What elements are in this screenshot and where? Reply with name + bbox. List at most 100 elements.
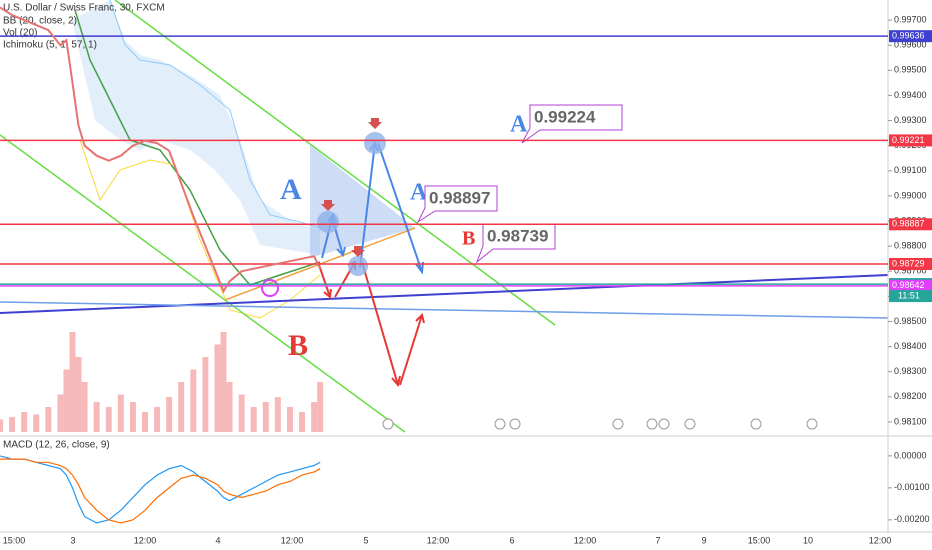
- level-tag: [889, 30, 932, 43]
- x-tick-label: 12:00: [574, 535, 597, 545]
- letter: A: [280, 173, 302, 206]
- volume-bar: [274, 397, 281, 432]
- volume-bar: [63, 369, 70, 432]
- indicator-label: BB (20, close, 2): [3, 16, 77, 27]
- volume-bar: [202, 357, 209, 432]
- volume-bar: [238, 394, 245, 432]
- volume-bar: [154, 407, 161, 432]
- x-tick-label: 9: [701, 535, 706, 545]
- bb-basis: [74, 9, 321, 286]
- volume-bar: [105, 407, 112, 432]
- y-tick-label: 0.99500: [894, 65, 927, 75]
- y-tick-label: 0.99000: [894, 190, 927, 200]
- x-tick-label: 5: [363, 535, 368, 545]
- y-tick-label: 0.99100: [894, 165, 927, 175]
- x-tick-label: 15:00: [3, 535, 26, 545]
- macd-title: MACD (12, 26, close, 9): [3, 440, 110, 451]
- event-icons: [382, 418, 818, 430]
- x-tick-label: 3: [70, 535, 75, 545]
- volume-bar: [21, 412, 28, 432]
- y-tick-label: 0.98300: [894, 366, 927, 376]
- volume-bar: [69, 332, 76, 432]
- volume-bar: [57, 394, 64, 432]
- level-tag: [889, 134, 932, 147]
- x-tick-label: 6: [509, 535, 514, 545]
- x-tick-label: 7: [655, 535, 660, 545]
- volume-bar: [190, 369, 197, 432]
- y-tick-label: 0.98200: [894, 391, 927, 401]
- channel-line: [114, 0, 556, 326]
- y-tick-label: 0.99700: [894, 14, 927, 24]
- volume-bar: [33, 414, 40, 432]
- y-tick-label: 0.98100: [894, 416, 927, 426]
- y-tick-label: 0.98800: [894, 241, 927, 251]
- y-tick-label: 0.98700: [894, 266, 927, 276]
- volume-bar: [220, 332, 227, 432]
- y-tick-label: 0.99600: [894, 40, 927, 50]
- x-tick-label: 10: [803, 535, 813, 545]
- y-tick-label: 0.00000: [894, 450, 927, 460]
- volume-bar: [93, 402, 100, 432]
- volume-bar: [311, 402, 318, 432]
- x-tick-label: 12:00: [134, 535, 157, 545]
- letter: B: [288, 329, 308, 362]
- trend-line: [0, 274, 889, 314]
- macd-line: [0, 458, 321, 524]
- x-tick-label: 12:00: [869, 535, 892, 545]
- letter: A: [410, 180, 428, 206]
- y-tick-label: 0.99400: [894, 90, 927, 100]
- volume-bar: [81, 382, 88, 432]
- volume-bar: [166, 397, 173, 432]
- down-markers: [321, 118, 382, 257]
- level-tag: [889, 279, 932, 292]
- bb-upper: [109, 0, 321, 229]
- y-tick-label: -0.00100: [894, 482, 930, 492]
- volume-bar: [0, 419, 3, 432]
- volume-bar: [262, 402, 269, 432]
- volume-bar: [299, 412, 306, 432]
- countdown-tag: [889, 290, 932, 303]
- symbol-title: U.S. Dollar / Swiss Franc, 30, FXCM: [3, 3, 165, 14]
- volume-bar: [214, 344, 221, 432]
- volume-bar: [129, 402, 136, 432]
- level-label: 0.99221: [892, 135, 925, 145]
- y-tick-label: 0.98500: [894, 316, 927, 326]
- level-label: 0.98887: [892, 219, 925, 229]
- level-tag: [889, 218, 932, 231]
- letter: A: [510, 112, 528, 138]
- indicator-label: Ichimoku (5, 1, 57, 1): [3, 40, 97, 51]
- callout-box: [521, 104, 623, 144]
- level-label: 0.98729: [892, 258, 925, 268]
- letter: B: [462, 228, 475, 250]
- x-tick-label: 4: [215, 535, 220, 545]
- y-tick-label: 0.98400: [894, 341, 927, 351]
- callout-box: [416, 185, 498, 224]
- x-tick-label: 15:00: [748, 535, 771, 545]
- countdown: 11:51: [898, 290, 920, 300]
- callout-text: 0.99224: [534, 107, 596, 126]
- y-tick-label: -0.00200: [894, 514, 930, 524]
- y-tick-label: 0.99300: [894, 115, 927, 125]
- callout: 0.99224 0.98897 0.98739: [416, 104, 623, 264]
- volume-bar: [141, 412, 148, 432]
- price-line: [0, 6, 322, 294]
- sad-face: [261, 279, 279, 297]
- volume-bar: [317, 382, 324, 432]
- trend-line: [0, 301, 889, 319]
- volume-bar: [178, 382, 185, 432]
- ichimoku-cloud: [72, 0, 320, 255]
- volume-bar: [45, 407, 52, 432]
- indicator-label: Vol (20): [3, 28, 37, 39]
- volume-bar: [117, 394, 124, 432]
- callout-text: 0.98897: [429, 188, 490, 207]
- level-label: 0.99636: [892, 31, 925, 41]
- macd-line: [0, 455, 321, 524]
- volume-bar: [9, 417, 16, 432]
- level-label: 0.98642: [892, 280, 925, 290]
- volume-bar: [226, 382, 233, 432]
- x-tick-label: 12:00: [427, 535, 450, 545]
- callout-text: 0.98739: [487, 226, 548, 245]
- volume-bar: [250, 407, 257, 432]
- x-tick-label: 12:00: [281, 535, 304, 545]
